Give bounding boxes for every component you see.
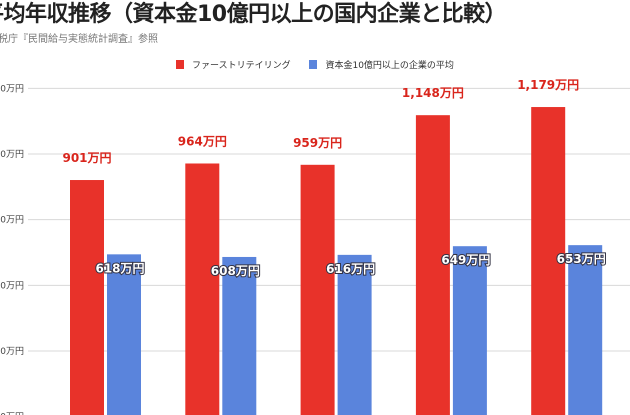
bar-fast-retailing xyxy=(531,107,566,415)
data-label: 618万円 xyxy=(95,261,144,275)
data-label: 616万円 xyxy=(326,262,375,276)
bar-fast-retailing xyxy=(415,115,450,415)
y-tick-label: 1,250万円 xyxy=(0,83,24,94)
legend: ファーストリテイリング 資本金10億円以上の企業の平均 xyxy=(0,58,630,72)
y-tick-label: 250万円 xyxy=(0,346,24,357)
chart-title: 平均年収推移（資本金10億円以上の国内企業と比較） xyxy=(0,2,507,27)
data-label: 649万円 xyxy=(441,253,490,267)
data-label: 959万円 xyxy=(293,136,342,150)
legend-swatch-red xyxy=(176,60,185,69)
chart-subtitle: 国税庁『民間給与実態統計調査』参照 xyxy=(0,34,158,45)
bar-average xyxy=(452,246,487,415)
legend-item-fast-retailing: ファーストリテイリング xyxy=(176,58,291,71)
data-label: 653万円 xyxy=(557,252,606,266)
bar-average xyxy=(107,254,141,415)
bar-average xyxy=(337,254,372,415)
legend-label: ファーストリテイリング xyxy=(192,61,291,71)
bar-average xyxy=(222,256,257,415)
y-tick-label: 500万円 xyxy=(0,280,24,291)
data-label: 1,148万円 xyxy=(402,86,464,100)
data-label: 608万円 xyxy=(211,264,260,278)
legend-item-average: 資本金10億円以上の企業の平均 xyxy=(309,58,454,71)
y-tick-label: 1,000万円 xyxy=(0,149,24,160)
bar-fast-retailing xyxy=(70,180,104,415)
data-label: 901万円 xyxy=(62,151,111,165)
y-tick-label: 0万円 xyxy=(0,412,24,415)
bar-average xyxy=(568,245,603,415)
bar-fast-retailing xyxy=(300,164,335,415)
bar-fast-retailing xyxy=(185,163,220,415)
y-tick-label: 750万円 xyxy=(0,215,24,226)
legend-swatch-blue xyxy=(309,60,318,69)
data-label: 964万円 xyxy=(178,134,227,148)
legend-label: 資本金10億円以上の企業の平均 xyxy=(325,61,454,71)
data-label: 1,179万円 xyxy=(517,78,579,92)
